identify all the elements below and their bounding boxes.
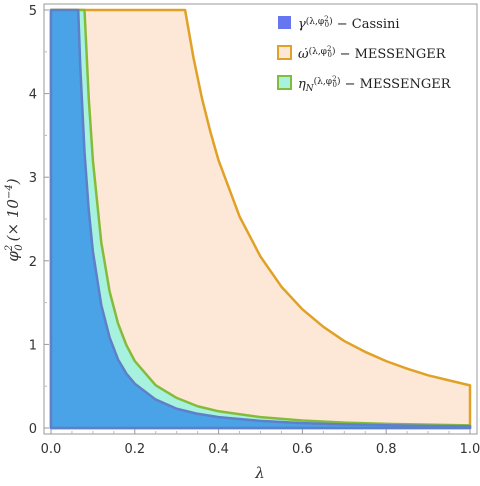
x-tick-label: 0.8 [376,442,397,457]
omega-region [49,8,472,430]
y-tick-label: 1 [29,338,37,353]
plot-areas [49,8,472,430]
legend-label: ηN(λ,φ2 0) − MESSENGER [298,75,452,94]
legend-label: ω̇(λ,φ2 0) − MESSENGER [298,45,447,62]
y-tick-label: 4 [29,88,37,103]
y-tick-label: 0 [29,422,37,437]
x-axis: 0.0 0.2 0.4 0.6 0.8 1.0 [41,429,480,457]
legend-swatch [277,45,292,60]
legend-swatch [278,16,291,29]
legend-swatch [277,75,292,90]
y-axis-title-close: ) [4,178,22,185]
x-tick-label: 0.4 [208,442,229,457]
y-axis-title: φ20 (× 10−4) [4,178,25,261]
x-axis-title: λ [254,464,265,482]
x-tick-label: 0.2 [124,442,145,457]
y-tick-label: 3 [29,171,37,186]
legend: γ(λ,φ2 0) − Cassini ω̇(λ,φ2 0) − MESSENGER η… [277,15,452,94]
x-tick-label: 1.0 [460,442,480,457]
y-axis-title-scale: (× 10 [4,199,22,242]
y-axis-title-sub: 0 [14,244,25,251]
y-axis-title-sup: 2 [4,245,15,252]
y-axis-title-symbol: φ [4,251,22,262]
legend-item-omega: ω̇(λ,φ2 0) − MESSENGER [277,45,447,62]
y-tick-label: 2 [29,255,37,270]
y-tick-label: 5 [29,4,37,19]
y-axis-title-scale-exp: −4 [4,184,15,199]
legend-label: γ(λ,φ2 0) − Cassini [298,15,400,32]
x-tick-label: 0.0 [41,442,62,457]
x-tick-label: 0.6 [292,442,313,457]
legend-item-gamma: γ(λ,φ2 0) − Cassini [278,15,400,32]
legend-item-eta: ηN(λ,φ2 0) − MESSENGER [277,75,452,94]
gamma-region [49,8,472,430]
y-axis: 0 1 2 3 4 5 [29,4,49,437]
